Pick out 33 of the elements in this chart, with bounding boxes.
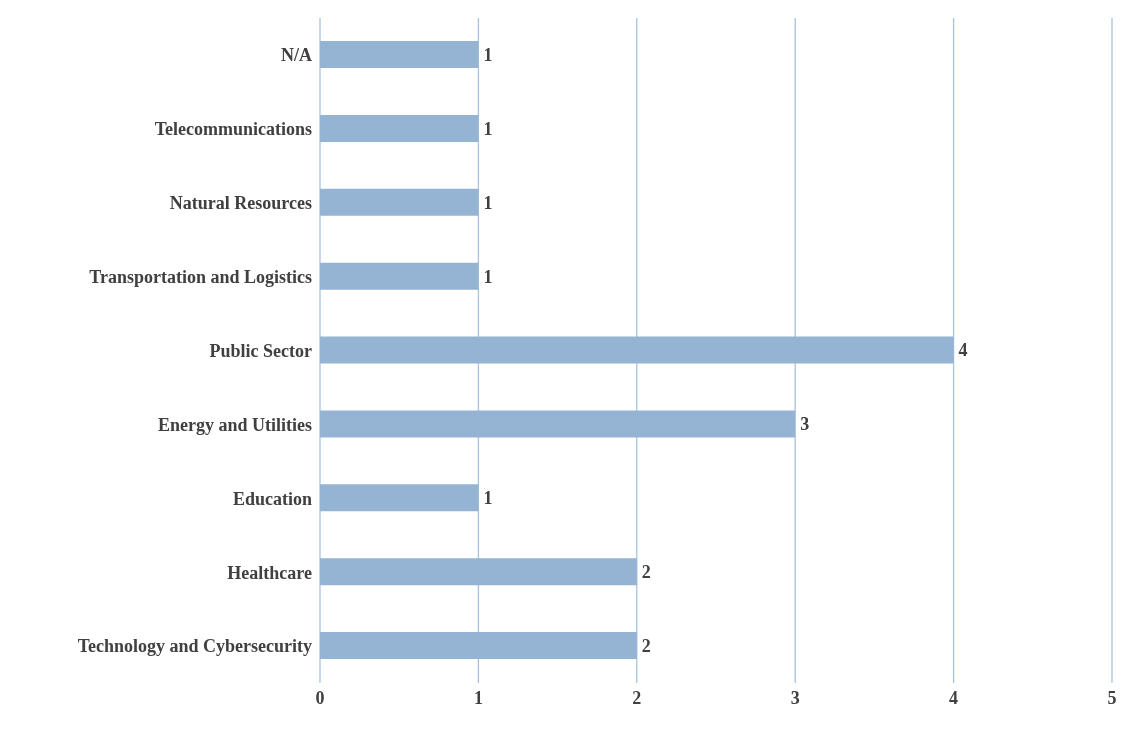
data-label: 4	[958, 340, 968, 361]
bar	[320, 262, 479, 290]
data-label: 2	[641, 636, 651, 656]
data-label: 1	[483, 192, 493, 213]
x-tick-label: 2	[632, 687, 642, 708]
bar	[320, 632, 637, 660]
bar	[320, 484, 479, 512]
y-tick-label: Natural Resources	[169, 193, 312, 214]
bar	[320, 41, 479, 68]
bar	[320, 410, 796, 438]
y-tick-label: Healthcare	[227, 562, 313, 583]
data-label: 1	[483, 44, 493, 65]
data-label: 1	[483, 118, 493, 139]
data-label: 2	[641, 562, 651, 583]
data-label: 1	[483, 266, 493, 287]
y-tick-label: N/A	[281, 45, 312, 66]
x-tick-label: 0	[315, 687, 325, 708]
y-tick-label: Transportation and Logistics	[89, 267, 312, 287]
x-tick-label: 5	[1107, 687, 1117, 708]
x-tick-label: 3	[790, 687, 800, 708]
bar	[320, 188, 479, 216]
bar	[320, 114, 479, 142]
y-tick-label: Energy and Utilities	[157, 414, 312, 435]
x-tick-label: 1	[473, 687, 483, 708]
data-label: 1	[483, 488, 493, 509]
y-tick-label: Technology and Cybersecurity	[77, 636, 312, 657]
y-tick-label: Education	[232, 488, 312, 509]
x-tick-label: 4	[949, 687, 959, 708]
y-tick-label: Telecommunications	[154, 119, 312, 140]
bar	[320, 336, 954, 364]
bar	[320, 558, 637, 586]
y-tick-label: Public Sector	[209, 340, 313, 361]
data-label: 3	[800, 414, 810, 435]
